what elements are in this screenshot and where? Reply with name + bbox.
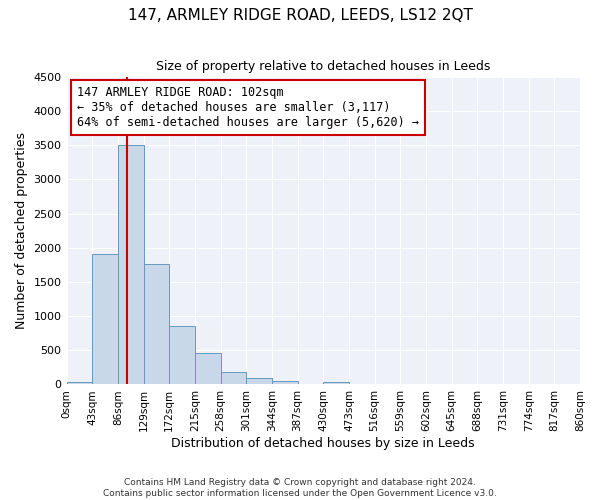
Bar — [246, 378, 272, 384]
Bar — [143, 264, 169, 384]
Y-axis label: Number of detached properties: Number of detached properties — [15, 132, 28, 329]
Bar — [92, 254, 118, 384]
Text: 147 ARMLEY RIDGE ROAD: 102sqm
← 35% of detached houses are smaller (3,117)
64% o: 147 ARMLEY RIDGE ROAD: 102sqm ← 35% of d… — [77, 86, 419, 129]
Bar — [118, 146, 143, 384]
Bar — [323, 382, 349, 384]
Bar — [67, 382, 92, 384]
X-axis label: Distribution of detached houses by size in Leeds: Distribution of detached houses by size … — [172, 437, 475, 450]
Bar — [221, 372, 246, 384]
Text: Contains HM Land Registry data © Crown copyright and database right 2024.
Contai: Contains HM Land Registry data © Crown c… — [103, 478, 497, 498]
Bar — [169, 326, 195, 384]
Text: 147, ARMLEY RIDGE ROAD, LEEDS, LS12 2QT: 147, ARMLEY RIDGE ROAD, LEEDS, LS12 2QT — [128, 8, 472, 22]
Bar — [272, 380, 298, 384]
Bar — [195, 353, 221, 384]
Title: Size of property relative to detached houses in Leeds: Size of property relative to detached ho… — [156, 60, 490, 73]
